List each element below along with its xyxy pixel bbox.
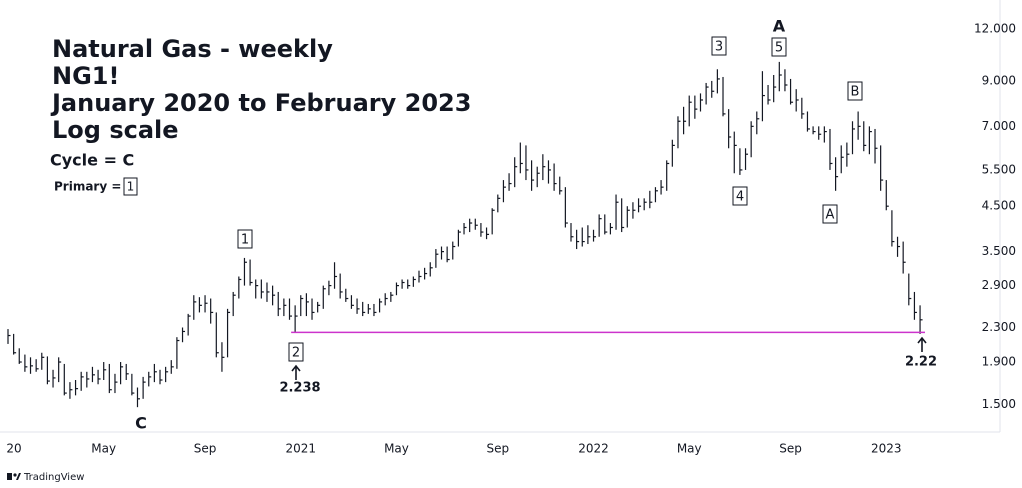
y-tick-label: 1.900 bbox=[982, 355, 1016, 369]
x-tick-label: Sep bbox=[194, 442, 217, 456]
y-tick-label: 1.500 bbox=[982, 397, 1016, 411]
cycle-legend: Cycle = C bbox=[50, 151, 134, 170]
wave-box bbox=[822, 204, 838, 224]
wave-box bbox=[732, 186, 748, 206]
x-tick-label: 20 bbox=[6, 442, 21, 456]
title-line: January 2020 to February 2023 bbox=[50, 89, 471, 117]
y-tick-label: 2.300 bbox=[982, 320, 1016, 334]
x-tick-label: 2022 bbox=[578, 442, 609, 456]
y-tick-label: 7.000 bbox=[982, 119, 1016, 133]
wave-label: 5 bbox=[775, 41, 783, 56]
wave-box bbox=[711, 36, 727, 56]
y-tick-label: 2.900 bbox=[982, 278, 1016, 292]
wave-label: C bbox=[135, 414, 147, 433]
wave-box bbox=[847, 81, 863, 101]
x-tick-label: 2021 bbox=[285, 442, 316, 456]
title-line: Log scale bbox=[52, 116, 179, 144]
y-tick-label: 4.500 bbox=[982, 199, 1016, 213]
wave-label: A bbox=[773, 17, 786, 36]
wave-label: 4 bbox=[736, 190, 744, 205]
x-tick-label: May bbox=[677, 442, 702, 456]
wave-label: A bbox=[826, 208, 835, 223]
x-tick-label: 2023 bbox=[871, 442, 902, 456]
y-tick-label: 3.500 bbox=[982, 244, 1016, 258]
y-tick-label: 5.500 bbox=[982, 162, 1016, 176]
wave-label: 3 bbox=[715, 40, 723, 55]
primary-legend: Primary = bbox=[54, 180, 121, 194]
wave-box bbox=[288, 342, 304, 362]
tv-logo bbox=[7, 473, 21, 480]
x-tick-label: Sep bbox=[486, 442, 509, 456]
source: TradingView bbox=[23, 472, 84, 483]
arrow bbox=[291, 364, 301, 380]
y-tick-label: 9.000 bbox=[982, 73, 1016, 87]
x-tick-label: May bbox=[384, 442, 409, 456]
wave-label: B bbox=[851, 85, 860, 100]
arrow bbox=[917, 336, 927, 352]
wave-box bbox=[237, 229, 253, 249]
x-tick-label: Sep bbox=[779, 442, 802, 456]
price-label: 2.22 bbox=[905, 355, 937, 370]
primary-box bbox=[123, 177, 138, 196]
wave-box bbox=[771, 37, 787, 57]
primary-box-label: 1 bbox=[127, 180, 135, 194]
wave-label: 1 bbox=[241, 233, 249, 248]
y-tick-label: 12.000 bbox=[974, 21, 1016, 35]
x-tick-label: May bbox=[91, 442, 116, 456]
price-label: 2.238 bbox=[279, 381, 320, 396]
wave-label: 2 bbox=[292, 346, 300, 361]
title-line: NG1! bbox=[52, 62, 119, 90]
title-line: Natural Gas - weekly bbox=[52, 35, 333, 63]
